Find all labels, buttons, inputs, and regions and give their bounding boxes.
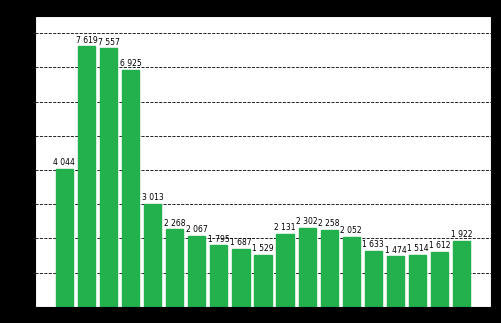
Text: 6 925: 6 925 (120, 59, 141, 68)
Bar (277, 234, 294, 307)
Text: 7 557: 7 557 (98, 38, 119, 47)
Text: 7 619: 7 619 (76, 36, 97, 45)
Bar (232, 249, 249, 307)
Text: 2 302: 2 302 (297, 217, 318, 226)
Text: 1 514: 1 514 (407, 245, 428, 253)
Bar (387, 256, 404, 307)
Bar (78, 46, 95, 307)
Text: 1 612: 1 612 (429, 241, 450, 250)
Text: 2 131: 2 131 (275, 223, 296, 232)
Text: 4 044: 4 044 (54, 158, 75, 167)
Bar (144, 204, 161, 307)
Bar (431, 252, 448, 307)
Bar (365, 251, 382, 307)
Text: 2 268: 2 268 (164, 219, 185, 228)
Bar (321, 230, 338, 307)
Text: 2 052: 2 052 (341, 226, 362, 235)
Text: 2 067: 2 067 (186, 225, 208, 234)
Bar (453, 241, 470, 307)
Bar (210, 245, 227, 307)
Text: 1 529: 1 529 (252, 244, 274, 253)
Bar (166, 229, 183, 307)
Text: 2 258: 2 258 (319, 219, 340, 228)
Text: 1 922: 1 922 (451, 230, 472, 239)
Text: 1 474: 1 474 (385, 246, 406, 255)
Bar (122, 70, 139, 307)
Bar (56, 169, 73, 307)
Text: 3 013: 3 013 (142, 193, 163, 202)
Bar (299, 228, 316, 307)
Bar (409, 255, 426, 307)
Bar (343, 237, 360, 307)
Text: 1 633: 1 633 (363, 240, 384, 249)
Bar (188, 236, 205, 307)
Text: 1 795: 1 795 (208, 235, 230, 244)
Bar (100, 48, 117, 307)
Text: 1 687: 1 687 (230, 238, 252, 247)
Bar (255, 255, 272, 307)
